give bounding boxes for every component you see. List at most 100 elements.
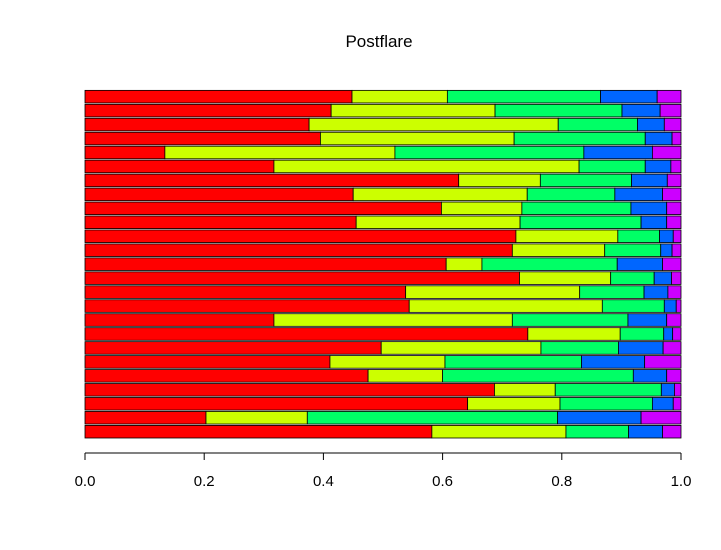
bar-segment-row19-comp1: [84, 173, 460, 188]
bar-segment-row15-comp5: [672, 229, 682, 243]
bar-segment-row6-comp5: [644, 355, 682, 369]
bar-segment-row8-comp2: [527, 327, 621, 341]
bar-segment-row20-comp3: [578, 159, 646, 174]
bar-segment-row23-comp2: [308, 117, 559, 132]
bar-segment-row16-comp1: [84, 215, 357, 230]
bar-segment-row21-comp4: [583, 145, 653, 160]
x-tick-label: 0.0: [75, 473, 96, 490]
bar-segment-row11-comp3: [579, 285, 645, 299]
bar-segment-row7-comp1: [84, 341, 382, 355]
bar-segment-row22-comp3: [513, 131, 646, 146]
bar-segment-row13-comp3: [481, 257, 618, 271]
chart-title: Postflare: [345, 32, 412, 51]
bar-segment-row3-comp1: [84, 397, 469, 411]
bar-segment-row16-comp5: [666, 215, 682, 230]
bar-segment-row9-comp1: [84, 313, 275, 327]
bar-segment-row6-comp2: [329, 355, 446, 369]
bar-segment-row25-comp1: [84, 89, 353, 104]
bar-segment-row1-comp1: [84, 424, 433, 439]
bar-segment-row6-comp1: [84, 355, 331, 369]
bar-segment-row5-comp2: [367, 369, 444, 383]
bars-group: [84, 89, 682, 439]
bar-segment-row12-comp4: [653, 271, 672, 285]
bar-segment-row5-comp4: [632, 369, 668, 383]
bar-segment-row10-comp2: [408, 299, 603, 313]
bar-segment-row1-comp2: [431, 424, 567, 439]
bar-segment-row16-comp3: [519, 215, 642, 230]
bar-segment-row19-comp4: [631, 173, 668, 188]
bar-segment-row10-comp3: [601, 299, 665, 313]
bar-segment-row19-comp5: [666, 173, 682, 188]
bar-segment-row5-comp1: [84, 369, 369, 383]
bar-segment-row24-comp4: [621, 103, 661, 118]
bar-segment-row4-comp3: [554, 383, 662, 397]
bar-segment-row21-comp1: [84, 145, 166, 160]
bar-segment-row23-comp3: [557, 117, 638, 132]
bar-segment-row2-comp1: [84, 411, 207, 425]
bar-segment-row22-comp5: [671, 131, 682, 146]
bar-segment-row15-comp4: [659, 229, 674, 243]
bar-segment-row20-comp4: [644, 159, 672, 174]
bar-segment-row7-comp4: [618, 341, 664, 355]
bar-segment-row19-comp3: [539, 173, 632, 188]
bar-segment-row14-comp3: [604, 243, 662, 257]
bar-segment-row15-comp2: [515, 229, 619, 243]
bar-segment-row9-comp3: [511, 313, 629, 327]
bar-segment-row8-comp5: [672, 327, 682, 341]
bar-segment-row18-comp3: [526, 187, 616, 202]
bar-segment-row18-comp5: [662, 187, 682, 202]
bar-segment-row9-comp2: [273, 313, 513, 327]
bar-segment-row4-comp1: [84, 383, 495, 397]
bar-segment-row8-comp1: [84, 327, 529, 341]
bar-segment-row21-comp2: [164, 145, 396, 160]
bar-segment-row8-comp3: [619, 327, 665, 341]
bar-segment-row5-comp5: [666, 369, 682, 383]
bar-segment-row25-comp5: [656, 89, 682, 104]
bar-segment-row12-comp3: [610, 271, 655, 285]
bar-segment-row11-comp5: [667, 285, 682, 299]
bar-segment-row3-comp5: [672, 397, 682, 411]
bar-segment-row18-comp2: [352, 187, 528, 202]
bar-segment-row14-comp5: [671, 243, 682, 257]
x-axis: 0.0 0.2 0.4 0.6 0.8 1.0: [75, 452, 691, 490]
bar-segment-row12-comp1: [84, 271, 520, 285]
bar-segment-row5-comp3: [442, 369, 634, 383]
bar-segment-row13-comp5: [662, 257, 682, 271]
bar-segment-row11-comp1: [84, 285, 407, 299]
bar-segment-row9-comp4: [627, 313, 668, 327]
bar-segment-row7-comp2: [380, 341, 542, 355]
bar-segment-row16-comp4: [640, 215, 668, 230]
bar-segment-row13-comp4: [616, 257, 663, 271]
bar-segment-row21-comp5: [651, 145, 682, 160]
x-tick-label: 0.6: [432, 473, 453, 490]
bar-segment-row23-comp4: [637, 117, 665, 132]
x-tick-label: 0.2: [194, 473, 215, 490]
bar-segment-row11-comp2: [405, 285, 581, 299]
x-tick-label: 0.4: [313, 473, 334, 490]
bar-segment-row18-comp4: [614, 187, 663, 202]
bar-segment-row2-comp5: [640, 411, 682, 425]
bar-segment-row21-comp3: [394, 145, 585, 160]
bar-segment-row24-comp1: [84, 103, 332, 118]
bar-segment-row9-comp5: [666, 313, 682, 327]
bar-segment-row6-comp3: [444, 355, 582, 369]
bar-segment-row23-comp5: [663, 117, 682, 132]
bar-segment-row24-comp5: [659, 103, 682, 118]
bar-segment-row15-comp1: [84, 229, 517, 243]
bar-segment-row3-comp3: [559, 397, 653, 411]
bar-segment-row20-comp1: [84, 159, 275, 174]
bar-segment-row4-comp5: [674, 383, 682, 397]
bar-segment-row10-comp4: [663, 299, 677, 313]
bar-segment-row17-comp2: [441, 201, 523, 216]
bar-segment-row14-comp2: [511, 243, 606, 257]
bar-segment-row3-comp4: [651, 397, 674, 411]
bar-segment-row19-comp2: [458, 173, 541, 188]
bar-segment-row14-comp4: [660, 243, 673, 257]
bar-segment-row16-comp2: [355, 215, 521, 230]
bar-segment-row8-comp4: [663, 327, 674, 341]
bar-segment-row22-comp1: [84, 131, 321, 146]
bar-segment-row3-comp2: [467, 397, 561, 411]
bar-segment-row25-comp3: [446, 89, 601, 104]
